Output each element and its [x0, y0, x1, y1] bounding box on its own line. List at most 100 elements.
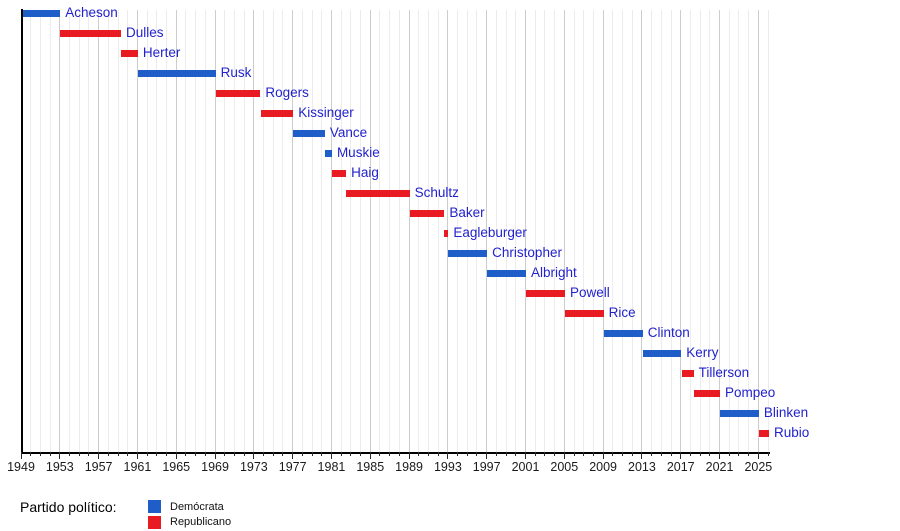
- bar-label-tillerson[interactable]: Tillerson: [698, 365, 750, 380]
- x-axis-tick-label: 2025: [744, 460, 773, 474]
- x-axis-line: [21, 452, 770, 454]
- minor-tick: [689, 452, 691, 456]
- minor-tick: [583, 452, 585, 456]
- x-axis-tick-label: 2017: [666, 460, 695, 474]
- minor-tick: [670, 452, 672, 456]
- minor-gridline: [69, 10, 70, 452]
- minor-gridline: [107, 10, 109, 452]
- minor-gridline: [282, 10, 284, 452]
- major-gridline: [253, 10, 255, 452]
- minor-tick: [379, 452, 381, 456]
- minor-tick: [767, 452, 769, 456]
- minor-gridline: [554, 10, 556, 452]
- major-gridline: [602, 10, 604, 452]
- bar-label-clinton[interactable]: Clinton: [647, 325, 690, 340]
- timeline-bar-rusk: [138, 70, 216, 77]
- minor-tick: [738, 452, 740, 456]
- minor-gridline: [389, 10, 391, 452]
- y-axis-line: [21, 9, 23, 453]
- bar-label-blinken[interactable]: Blinken: [763, 405, 809, 420]
- timeline-bar-baker: [409, 210, 445, 217]
- minor-gridline: [466, 10, 468, 452]
- bar-label-baker[interactable]: Baker: [449, 205, 485, 220]
- minor-gridline: [622, 10, 624, 452]
- timeline-bar-herter: [121, 50, 138, 57]
- bar-label-kissinger[interactable]: Kissinger: [298, 105, 354, 120]
- bar-label-haig[interactable]: Haig: [351, 165, 379, 180]
- bar-label-pompeo[interactable]: Pompeo: [725, 385, 776, 400]
- minor-tick: [350, 452, 352, 456]
- minor-gridline: [689, 10, 691, 452]
- minor-tick: [321, 452, 323, 456]
- minor-tick: [699, 452, 701, 456]
- bar-label-vance[interactable]: Vance: [329, 125, 368, 140]
- minor-gridline: [156, 10, 158, 452]
- timeline-bar-haig: [332, 170, 347, 177]
- minor-gridline: [592, 10, 594, 452]
- bar-label-dulles[interactable]: Dulles: [126, 25, 164, 40]
- timeline-bar-albright: [487, 270, 526, 277]
- major-gridline: [330, 10, 332, 452]
- minor-gridline: [301, 10, 303, 452]
- major-tick: [525, 452, 526, 459]
- bar-label-rusk[interactable]: Rusk: [220, 65, 252, 80]
- minor-gridline: [39, 10, 41, 452]
- bar-label-rubio[interactable]: Rubio: [774, 425, 810, 440]
- timeline-bar-rogers: [215, 90, 261, 97]
- major-tick: [563, 452, 565, 459]
- major-gridline: [680, 10, 682, 452]
- minor-tick: [592, 452, 594, 456]
- minor-gridline: [117, 10, 119, 452]
- x-axis-tick-label: 1949: [7, 460, 35, 474]
- major-gridline: [563, 10, 565, 452]
- x-axis-tick-label: 2021: [705, 460, 734, 474]
- minor-tick: [195, 452, 197, 456]
- minor-tick: [427, 452, 429, 456]
- bar-label-rice[interactable]: Rice: [608, 305, 636, 320]
- major-tick: [98, 452, 100, 459]
- minor-tick: [340, 452, 342, 456]
- bar-label-kerry[interactable]: Kerry: [686, 345, 719, 360]
- minor-tick: [544, 452, 546, 456]
- minor-tick: [282, 452, 284, 456]
- minor-gridline: [418, 10, 420, 452]
- bar-label-albright[interactable]: Albright: [530, 265, 577, 280]
- minor-tick: [651, 452, 653, 456]
- bar-label-muskie[interactable]: Muskie: [336, 145, 380, 160]
- minor-tick: [437, 452, 439, 456]
- major-gridline: [59, 10, 61, 452]
- major-tick: [757, 452, 759, 459]
- bar-label-herter[interactable]: Herter: [142, 45, 181, 60]
- bar-label-eagleburger[interactable]: Eagleburger: [453, 225, 527, 240]
- bar-label-schultz[interactable]: Schultz: [414, 185, 459, 200]
- minor-tick: [505, 452, 507, 456]
- minor-gridline: [379, 10, 381, 452]
- minor-tick: [612, 452, 614, 456]
- major-tick: [136, 452, 138, 459]
- bar-label-christopher[interactable]: Christopher: [492, 245, 562, 260]
- minor-gridline: [360, 10, 362, 452]
- major-gridline: [757, 10, 759, 452]
- minor-gridline: [748, 10, 750, 452]
- timeline-bar-kerry: [642, 350, 682, 357]
- major-tick: [20, 452, 22, 459]
- bar-label-powell[interactable]: Powell: [569, 285, 610, 300]
- x-axis-tick-label: 1997: [472, 460, 501, 474]
- timeline-bar-rubio: [758, 430, 770, 437]
- minor-gridline: [427, 10, 429, 452]
- minor-tick: [243, 452, 245, 456]
- major-gridline: [719, 10, 721, 452]
- major-tick: [175, 452, 177, 459]
- legend-item-republican: Republicano: [148, 515, 231, 529]
- timeline-bar-dulles: [60, 30, 122, 37]
- timeline-bar-eagleburger: [444, 230, 449, 237]
- minor-gridline: [476, 10, 478, 452]
- minor-gridline: [340, 10, 342, 452]
- minor-tick: [185, 452, 187, 456]
- timeline-bar-pompeo: [693, 390, 721, 397]
- x-axis-tick-label: 2009: [589, 460, 618, 474]
- bar-label-acheson[interactable]: Acheson: [65, 5, 118, 20]
- minor-gridline: [505, 10, 507, 452]
- bar-label-rogers[interactable]: Rogers: [265, 85, 309, 100]
- minor-gridline: [651, 10, 653, 452]
